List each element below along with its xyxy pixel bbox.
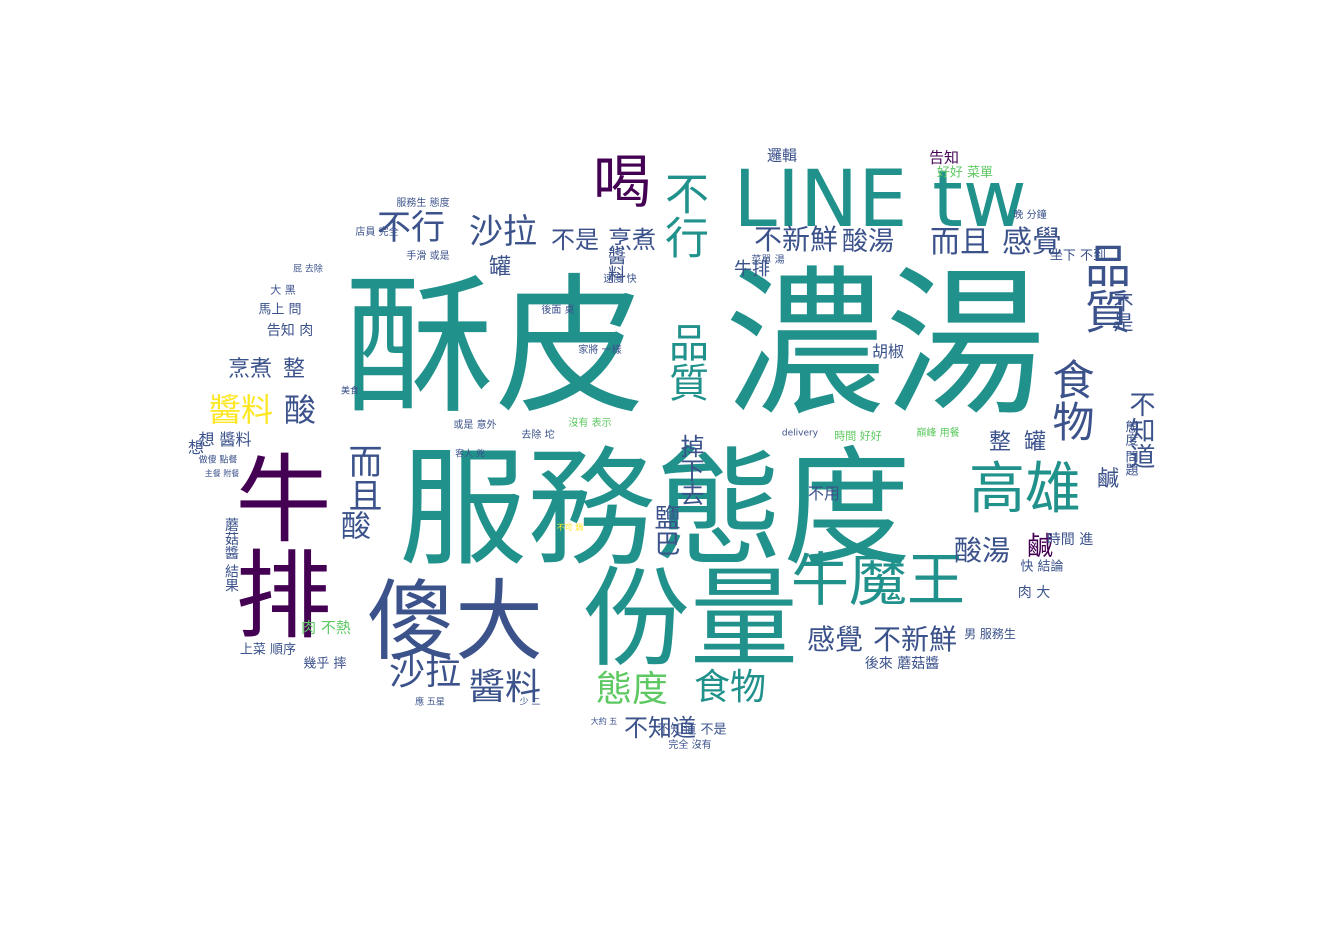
word: 整: [282, 357, 306, 382]
word: 沙拉: [469, 212, 537, 252]
word: 上菜 順序: [239, 642, 297, 658]
word: 鹽巴: [650, 504, 680, 556]
word: 告知: [928, 148, 960, 167]
word: 牛排: [734, 259, 770, 280]
word: LINE tw: [733, 155, 1027, 245]
word: 不知道 不是: [657, 722, 727, 738]
word: 晚 分鐘: [1013, 210, 1047, 221]
word: 肉 大: [1017, 585, 1051, 601]
word: 時間 進: [1046, 532, 1094, 548]
word: 少 二: [519, 697, 541, 708]
word: 感覺: [806, 623, 864, 656]
word: 男 服務生: [964, 627, 1016, 641]
word: 酸湯: [953, 534, 1011, 567]
word: 大 黑: [270, 283, 296, 297]
word: 牛排: [219, 449, 331, 641]
word: delivery: [781, 428, 819, 439]
word: 食物: [693, 667, 767, 708]
word: 應 五星: [415, 697, 445, 708]
word: 罐: [488, 255, 512, 280]
word: 快 結論: [1020, 559, 1064, 575]
word: 不是: [1110, 292, 1134, 332]
word: 濃湯: [724, 251, 1046, 438]
word: 不新鮮: [753, 223, 839, 256]
word: 酥皮: [344, 261, 646, 435]
word: 烹煮: [608, 226, 656, 254]
word: 不新鮮: [872, 623, 958, 656]
word: 品質: [1078, 242, 1132, 334]
word: 態度: [595, 669, 669, 710]
word: 不知道: [624, 714, 696, 742]
word: 不是: [551, 226, 599, 254]
word: 美食: [340, 386, 360, 397]
word: 掉下去: [676, 434, 704, 506]
word: 大約 五: [590, 717, 618, 726]
word: 沙拉: [388, 652, 462, 693]
word: 菜單 湯: [751, 255, 785, 266]
word: 後面 桌: [541, 305, 575, 316]
word: 鹹: [1096, 467, 1120, 492]
word: 去除 坨: [521, 430, 555, 441]
word: 巔峰 用餐: [916, 428, 960, 439]
word: 品質: [662, 322, 708, 402]
word: 傻大: [366, 570, 544, 673]
word: 主餐 附餐: [204, 469, 240, 478]
word: 肉 不熱: [301, 618, 351, 637]
word: 不行: [657, 171, 708, 259]
word: 不知道: [1125, 391, 1155, 469]
word: 店員 完全: [355, 227, 399, 238]
word: 時間 好好: [834, 429, 882, 443]
word: 好好 菜單: [936, 165, 994, 181]
word: 醬料: [605, 247, 626, 283]
word: 高雄: [969, 457, 1081, 522]
word: 幾乎 摔: [303, 656, 347, 672]
word: 做傻 點餐: [198, 455, 238, 466]
word: 酸: [335, 510, 370, 540]
word: 告知 肉: [266, 323, 314, 339]
word: 酸湯: [841, 227, 895, 257]
word: 坐下 不到: [1049, 248, 1107, 264]
word: 服務生 態度: [396, 198, 450, 209]
word: 醬料: [468, 667, 542, 708]
word: 牛魔王: [790, 546, 966, 614]
word: 食物: [1046, 358, 1095, 442]
word: 不行: [377, 208, 445, 248]
word: 醬料: [208, 391, 274, 429]
word: 邏輯: [766, 146, 798, 165]
word: 罐: [1023, 430, 1047, 455]
word: 喝: [592, 148, 652, 216]
word: 想 醬料: [198, 430, 252, 449]
word: 手滑 或是: [406, 251, 450, 262]
word: 鹹: [1026, 532, 1054, 562]
word: 而且: [342, 444, 382, 512]
word: 不用: [807, 484, 841, 503]
word: 屁 去除: [293, 264, 323, 275]
word: 烹煮: [227, 357, 273, 382]
word: 不可 鍋: [556, 523, 584, 532]
word: 整: [988, 430, 1012, 455]
word: 想: [187, 438, 205, 457]
word: 沒有 表示: [568, 418, 612, 429]
word: 態度 問題: [1122, 419, 1138, 477]
word: 速度 快: [603, 274, 637, 285]
word: 服務態度: [398, 435, 912, 584]
word: 蘑菇醬 結果: [223, 517, 239, 593]
word: 感覺: [1002, 225, 1062, 260]
word: 馬上 問: [258, 302, 302, 318]
word: 或是 意外: [453, 420, 497, 431]
word: 完全 沒有: [668, 740, 712, 751]
word: 而且: [930, 225, 990, 260]
word: 酸: [283, 391, 317, 429]
word: 家將 一樣: [578, 345, 622, 356]
word: 客人 兇: [455, 449, 485, 460]
word: 胡椒: [871, 342, 905, 361]
word: 後來 蘑菇醬: [864, 656, 940, 672]
word: 份量: [581, 557, 799, 682]
